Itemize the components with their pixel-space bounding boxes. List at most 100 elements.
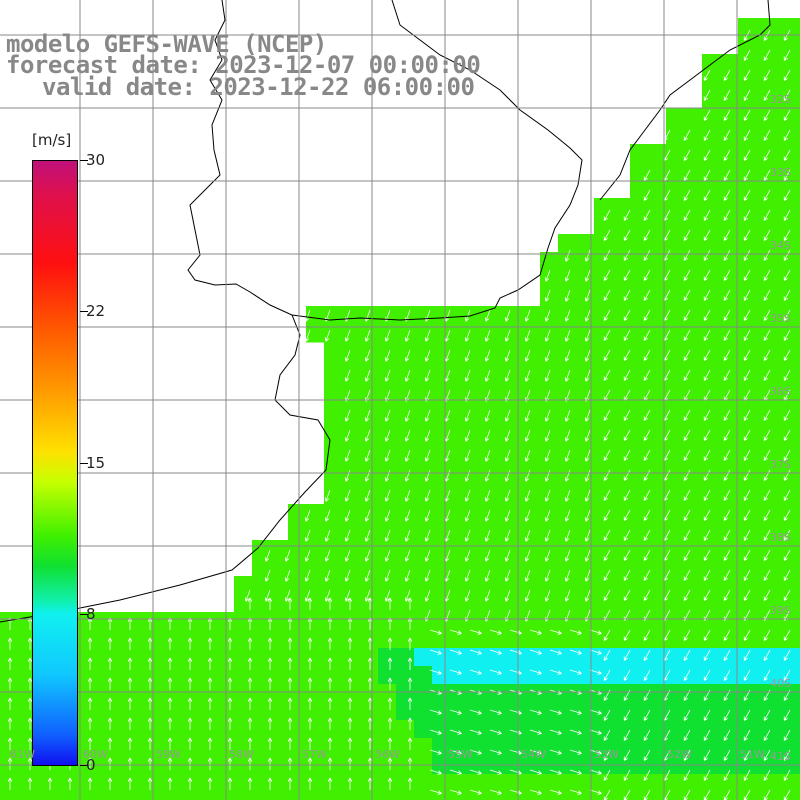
wind-arrow — [384, 589, 391, 602]
longitude-label: 53W — [594, 748, 619, 761]
wind-cell — [774, 180, 793, 199]
wind-cell — [396, 666, 415, 685]
wind-cell — [162, 648, 181, 667]
wind-arrow — [603, 289, 611, 301]
wind-cell — [648, 684, 667, 703]
wind-arrow — [484, 409, 491, 422]
wind-arrow — [683, 769, 691, 781]
wind-cell — [630, 180, 649, 199]
wind-arrow — [623, 709, 631, 721]
wind-arrow — [683, 429, 691, 441]
wind-arrow — [364, 369, 371, 382]
wind-arrow — [484, 349, 491, 362]
wind-cell — [126, 630, 145, 649]
wind-arrow — [227, 697, 233, 710]
wind-cell — [468, 612, 487, 631]
wind-arrow — [703, 729, 711, 741]
wind-cell — [18, 738, 37, 757]
wind-cell — [288, 576, 307, 595]
wind-cell — [486, 774, 505, 793]
wind-arrow — [27, 737, 33, 750]
wind-arrow — [743, 469, 751, 481]
wind-cell — [648, 414, 667, 433]
wind-cell — [738, 90, 757, 109]
wind-cell — [468, 666, 487, 685]
wind-cell — [576, 306, 595, 325]
wind-cell — [702, 576, 721, 595]
wind-arrow — [743, 69, 751, 81]
wind-cell — [774, 252, 793, 271]
wind-cell — [702, 108, 721, 127]
wind-arrow — [247, 737, 253, 750]
wind-cell — [522, 504, 541, 523]
colorbar-tick — [80, 463, 88, 464]
wind-arrow — [683, 509, 691, 521]
wind-arrow — [384, 489, 391, 502]
wind-arrow — [524, 549, 531, 562]
wind-cell — [342, 720, 361, 739]
wind-arrow — [603, 529, 611, 541]
wind-arrow — [407, 697, 413, 710]
wind-cell — [540, 720, 559, 739]
wind-arrow — [247, 657, 253, 670]
wind-arrow — [643, 269, 651, 281]
wind-cell — [360, 306, 379, 325]
wind-arrow — [387, 737, 393, 750]
wind-cell — [702, 144, 721, 163]
wind-cell — [234, 630, 253, 649]
wind-cell — [108, 702, 127, 721]
wind-arrow — [544, 269, 551, 282]
wind-cell — [288, 540, 307, 559]
wind-arrow — [387, 597, 393, 610]
wind-cell — [288, 666, 307, 685]
wind-cell — [720, 666, 739, 685]
wind-cell — [594, 252, 613, 271]
wind-cell — [306, 576, 325, 595]
wind-arrow — [287, 677, 293, 690]
wind-cell — [702, 450, 721, 469]
wind-cell — [432, 450, 451, 469]
wind-arrow — [603, 409, 611, 421]
wind-arrow — [504, 349, 511, 362]
wind-arrow — [167, 757, 173, 770]
wind-cell — [378, 540, 397, 559]
latitude-label: 37S — [770, 458, 791, 471]
wind-arrow — [307, 637, 313, 650]
wind-arrow — [489, 729, 502, 735]
wind-cell — [702, 180, 721, 199]
wind-cell — [288, 702, 307, 721]
wind-cell — [324, 360, 343, 379]
wind-cell — [792, 648, 800, 667]
wind-cell — [396, 486, 415, 505]
wind-arrow — [569, 749, 582, 755]
wind-cell — [702, 396, 721, 415]
wind-cell — [486, 738, 505, 757]
wind-arrow — [703, 489, 711, 501]
wind-cell — [180, 612, 199, 631]
wind-arrow — [464, 469, 471, 482]
wind-arrow — [344, 369, 351, 382]
wind-cell — [630, 702, 649, 721]
wind-arrow — [469, 789, 482, 795]
wind-cell — [324, 432, 343, 451]
wind-arrow — [404, 569, 411, 582]
wind-cell — [432, 504, 451, 523]
wind-arrow — [723, 309, 731, 321]
wind-arrow — [464, 529, 471, 542]
wind-cell — [792, 594, 800, 613]
wind-arrow — [723, 669, 731, 681]
wind-cell — [504, 612, 523, 631]
wind-arrow — [307, 677, 313, 690]
wind-cell — [756, 162, 775, 181]
wind-cell — [774, 792, 793, 800]
wind-cell — [720, 378, 739, 397]
wind-cell — [720, 72, 739, 91]
wind-cell — [270, 576, 289, 595]
wind-cell — [522, 612, 541, 631]
wind-cell — [702, 540, 721, 559]
wind-cell — [630, 666, 649, 685]
wind-cell — [396, 432, 415, 451]
wind-cell — [702, 648, 721, 667]
wind-cell — [720, 738, 739, 757]
